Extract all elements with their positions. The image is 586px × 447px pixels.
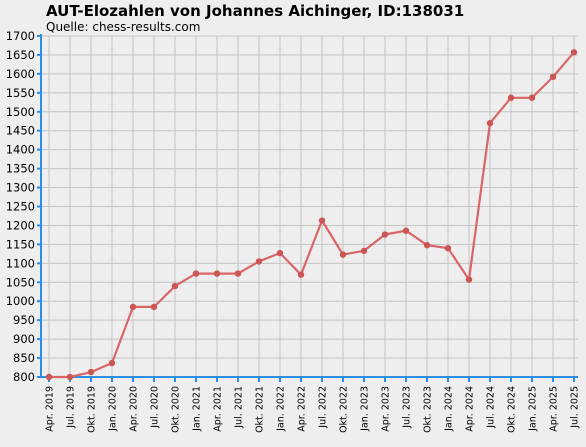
- y-tick-label: 1450: [6, 124, 35, 138]
- data-point: [360, 247, 368, 255]
- data-point: [66, 373, 74, 381]
- data-point: [381, 231, 389, 238]
- chart-title: AUT-Elozahlen von Johannes Aichinger, ID…: [46, 2, 465, 20]
- data-point: [444, 244, 452, 252]
- data-point: [486, 119, 494, 127]
- data-point: [87, 368, 95, 376]
- x-tick-label: Apr. 2023: [381, 386, 392, 432]
- data-point: [234, 270, 242, 277]
- x-tick-label: Jan. 2020: [108, 386, 119, 432]
- data-point: [171, 282, 179, 290]
- data-point: [507, 94, 515, 101]
- x-tick-label: Apr. 2024: [465, 386, 476, 432]
- y-tick-label: 950: [13, 313, 35, 327]
- chart-subtitle: Quelle: chess-results.com: [46, 20, 201, 34]
- data-point: [255, 258, 263, 265]
- x-tick-label: Okt. 2024: [507, 386, 518, 433]
- y-tick-label: 1100: [6, 256, 35, 270]
- y-tick-label: 1200: [6, 218, 35, 232]
- y-tick-label: 1550: [6, 86, 35, 100]
- x-tick-label: Jan. 2022: [276, 386, 287, 432]
- data-point: [318, 217, 326, 224]
- x-tick-label: Jan. 2023: [360, 386, 371, 432]
- data-point: [402, 227, 410, 234]
- x-tick-label: Apr. 2020: [129, 386, 140, 432]
- x-tick-label: Jul. 2019: [66, 386, 77, 429]
- y-tick-label: 1000: [6, 294, 35, 308]
- x-tick-label: Okt. 2021: [255, 386, 266, 433]
- x-tick-label: Okt. 2022: [339, 386, 350, 433]
- data-point: [45, 373, 53, 381]
- y-tick-label: 1350: [6, 162, 35, 176]
- y-tick-label: 800: [13, 370, 35, 384]
- data-point: [129, 303, 137, 311]
- x-tick-label: Jul. 2022: [318, 386, 329, 429]
- series-layer: [45, 49, 578, 381]
- x-tick-label: Okt. 2020: [171, 386, 182, 433]
- y-tick-label: 1050: [6, 275, 35, 289]
- x-tick-label: Apr. 2021: [213, 386, 224, 432]
- y-tick-label: 1700: [6, 29, 35, 43]
- y-tick-label: 1300: [6, 181, 35, 195]
- y-tick-label: 1600: [6, 67, 35, 81]
- y-tick-label: 1500: [6, 105, 35, 119]
- data-point: [528, 94, 536, 101]
- data-point: [150, 303, 158, 311]
- x-tick-label: Jan. 2025: [528, 386, 539, 432]
- x-tick-label: Okt. 2019: [87, 386, 98, 433]
- data-point: [549, 73, 557, 81]
- x-tick-label: Jan. 2021: [192, 386, 203, 432]
- x-tick-label: Jul. 2025: [570, 386, 581, 429]
- grid-layer: [41, 35, 578, 378]
- data-point: [108, 359, 116, 367]
- axis-layer: 800 850 900 950 1000 1050 1100 1150 1200 1250 1300…: [6, 29, 581, 433]
- x-tick-label: Apr. 2025: [549, 386, 560, 432]
- y-tick-label: 1400: [6, 143, 35, 157]
- x-tick-label: Jul. 2023: [402, 386, 413, 429]
- x-tick-label: Jul. 2020: [150, 386, 161, 429]
- x-tick-label: Jul. 2024: [486, 386, 497, 429]
- data-point: [297, 271, 305, 278]
- y-tick-label: 1250: [6, 200, 35, 214]
- y-tick-label: 850: [13, 351, 35, 365]
- data-point: [570, 49, 578, 56]
- elo-series-line: [49, 51, 575, 379]
- x-tick-label: Jul. 2021: [234, 386, 245, 429]
- y-tick-label: 1150: [6, 237, 35, 251]
- x-tick-label: Apr. 2022: [297, 386, 308, 432]
- data-point: [423, 241, 431, 249]
- data-point: [339, 251, 347, 258]
- x-tick-label: Jan. 2024: [444, 386, 455, 432]
- y-tick-label: 900: [13, 332, 35, 346]
- data-point: [192, 270, 200, 277]
- x-tick-label: Okt. 2023: [423, 386, 434, 433]
- data-point: [276, 249, 284, 257]
- data-point: [465, 276, 473, 283]
- data-point: [213, 270, 221, 277]
- y-tick-label: 1650: [6, 48, 35, 62]
- x-tick-label: Apr. 2019: [45, 386, 56, 432]
